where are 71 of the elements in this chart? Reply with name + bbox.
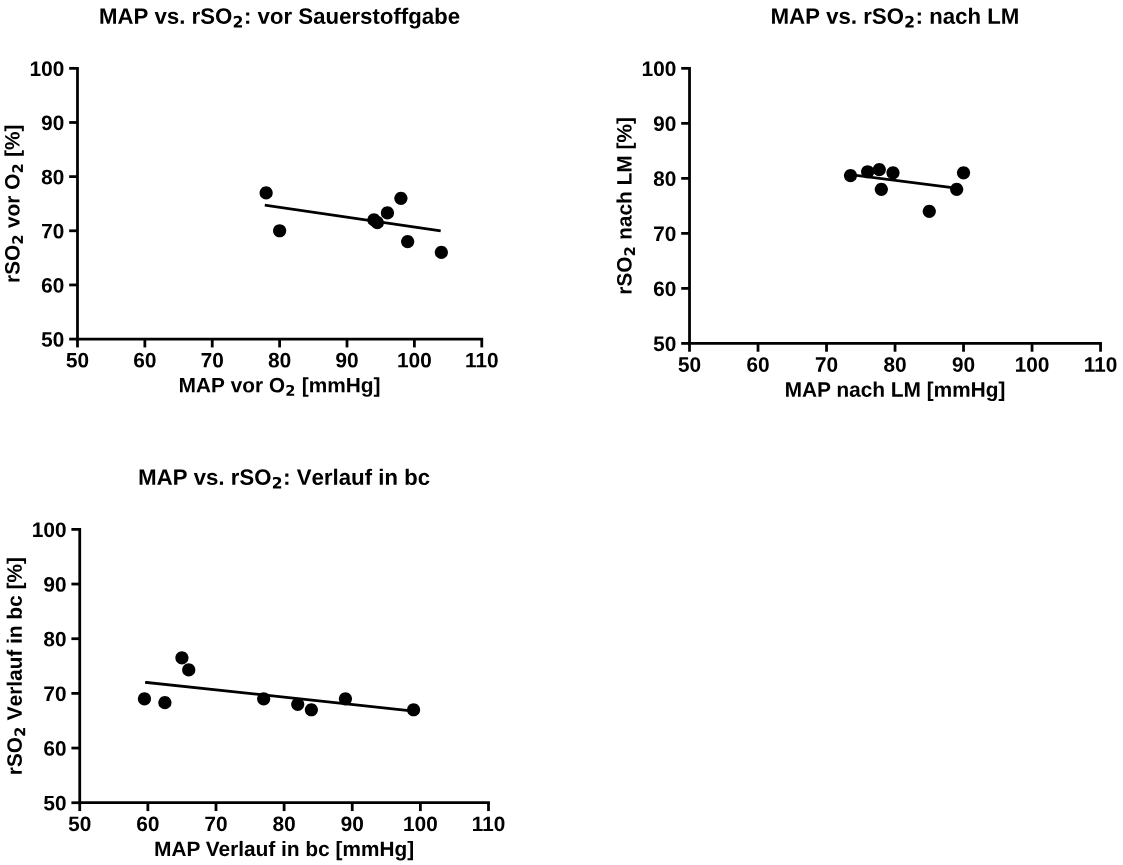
x-tick-label: 70 (201, 352, 223, 368)
point (922, 204, 936, 218)
x-tick-label: 90 (952, 357, 975, 372)
x-tick-label: 80 (273, 816, 295, 832)
y-tick-label: 100 (30, 61, 64, 77)
chart-title: MAP vs. rSO$_{2}$: nach LM (772, 7, 1018, 28)
x-tick-label: 60 (747, 357, 769, 372)
y-tick-label: 70 (654, 226, 676, 242)
x-tick-label: 50 (68, 816, 91, 832)
point (182, 663, 196, 677)
y-tick-label: 80 (653, 171, 676, 187)
point (338, 692, 353, 706)
point (956, 166, 971, 180)
x-tick-label: 90 (341, 816, 363, 832)
x-tick-label: 110 (1085, 357, 1117, 372)
y-tick-label: 70 (44, 686, 66, 702)
x-tick-label: 80 (268, 352, 291, 368)
point (257, 692, 271, 706)
y-tick-label: 60 (44, 741, 66, 756)
y-tick-label: 60 (653, 281, 676, 297)
y-tick-label: 90 (44, 577, 66, 592)
y-tick-label: 50 (44, 795, 66, 811)
x-axis-title: MAP nach LM [mmHg] (786, 381, 1005, 402)
point (291, 697, 305, 711)
x-axis-title: MAP Verlauf in bc [mmHg] (155, 840, 413, 861)
y-axis-title: rSO$_{2}$ nach LM [%] (616, 118, 636, 294)
y-tick-label: 90 (41, 115, 64, 131)
point (843, 169, 858, 183)
point (886, 166, 900, 180)
chart-title: MAP vs. rSO$_{2}$: vor Sauerstoffgabe (100, 7, 460, 29)
point (874, 182, 888, 196)
point (380, 206, 395, 220)
y-tick-label: 70 (42, 223, 64, 239)
point (304, 703, 318, 717)
point (394, 191, 408, 205)
chart-title: MAP vs. rSO$_{2}$: Verlauf in bc (139, 468, 430, 489)
x-axis-title: MAP vor O$_{2}$ [mmHg] (179, 377, 380, 397)
y-axis-title: rSO$_{2}$ Verlauf in bc [%] (6, 558, 27, 774)
point (273, 224, 287, 238)
x-tick-label: 90 (336, 352, 358, 368)
x-tick-label: 50 (678, 357, 701, 372)
x-tick-label: 60 (134, 352, 156, 368)
y-tick-label: 80 (44, 631, 66, 647)
y-axis-title: rSO$_{2}$ vor O$_{2}$ [%] (4, 125, 24, 282)
point (175, 651, 189, 665)
point (158, 696, 172, 710)
y-tick-label: 80 (41, 169, 64, 185)
point (259, 186, 273, 200)
point (137, 692, 152, 706)
x-tick-label: 80 (884, 357, 906, 372)
point (950, 182, 964, 196)
point (872, 162, 886, 177)
y-tick-label: 50 (41, 332, 64, 347)
x-tick-label: 100 (404, 816, 437, 832)
point (861, 165, 875, 179)
y-tick-label: 50 (653, 336, 676, 352)
y-tick-label: 100 (642, 61, 676, 77)
x-tick-label: 100 (398, 352, 431, 368)
x-tick-label: 100 (1015, 357, 1049, 372)
y-tick-label: 60 (41, 277, 64, 293)
x-tick-label: 110 (466, 352, 498, 368)
point (434, 245, 448, 260)
point (406, 703, 421, 717)
point (401, 235, 415, 249)
y-tick-label: 90 (653, 116, 676, 132)
x-tick-label: 60 (137, 816, 159, 832)
x-tick-label: 110 (473, 816, 505, 832)
x-tick-label: 70 (815, 357, 838, 372)
x-tick-label: 70 (205, 816, 227, 832)
y-tick-label: 100 (33, 522, 66, 538)
x-tick-label: 50 (66, 352, 89, 368)
